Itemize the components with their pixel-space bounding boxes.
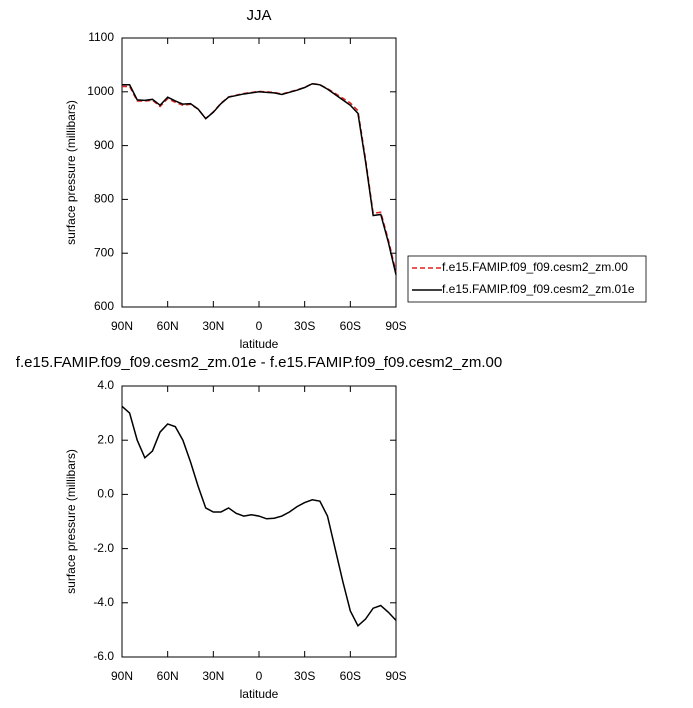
x-tick-label: 30N	[202, 319, 224, 333]
chart-title: f.e15.FAMIP.f09_f09.cesm2_zm.01e - f.e15…	[16, 354, 502, 371]
legend-box	[407, 255, 647, 303]
y-tick-label: 0.0	[97, 487, 114, 501]
legend-label: f.e15.FAMIP.f09_f09.cesm2_zm.00	[442, 260, 628, 274]
y-tick-label: -4.0	[93, 595, 114, 609]
y-tick-label: 600	[94, 299, 114, 313]
y-axis-label: surface pressure (millibars)	[64, 449, 78, 594]
x-tick-label: 60N	[157, 669, 179, 683]
x-axis-label: latitude	[240, 687, 279, 701]
y-tick-label: 800	[94, 192, 114, 206]
x-tick-label: 60N	[157, 319, 179, 333]
y-tick-label: 2.0	[97, 432, 114, 446]
x-tick-label: 30S	[294, 669, 315, 683]
data-line	[122, 82, 397, 275]
x-tick-label: 60S	[340, 669, 361, 683]
legend-label: f.e15.FAMIP.f09_f09.cesm2_zm.01e	[442, 282, 635, 296]
y-tick-label: 1000	[87, 84, 114, 98]
plot-frame	[121, 37, 397, 308]
x-tick-label: 30S	[294, 319, 315, 333]
x-tick-label: 90S	[385, 669, 406, 683]
x-tick-label: 60S	[340, 319, 361, 333]
y-tick-label: 900	[94, 138, 114, 152]
x-tick-label: 90N	[111, 319, 133, 333]
data-line	[121, 405, 397, 628]
x-tick-label: 90S	[385, 319, 406, 333]
x-axis-label: latitude	[240, 337, 279, 351]
data-line	[121, 82, 397, 273]
x-tick-label: 90N	[111, 669, 133, 683]
y-tick-label: 4.0	[97, 378, 114, 392]
plot-frame	[121, 385, 397, 658]
y-tick-label: 1100	[88, 30, 114, 44]
y-tick-label: 700	[94, 245, 114, 259]
y-axis-label: surface pressure (millibars)	[64, 100, 78, 245]
x-tick-label: 30N	[202, 669, 224, 683]
chart-title: JJA	[246, 7, 271, 24]
y-tick-label: -2.0	[93, 541, 114, 555]
x-tick-label: 0	[256, 669, 263, 683]
x-tick-label: 0	[256, 319, 263, 333]
y-tick-label: -6.0	[93, 649, 114, 663]
